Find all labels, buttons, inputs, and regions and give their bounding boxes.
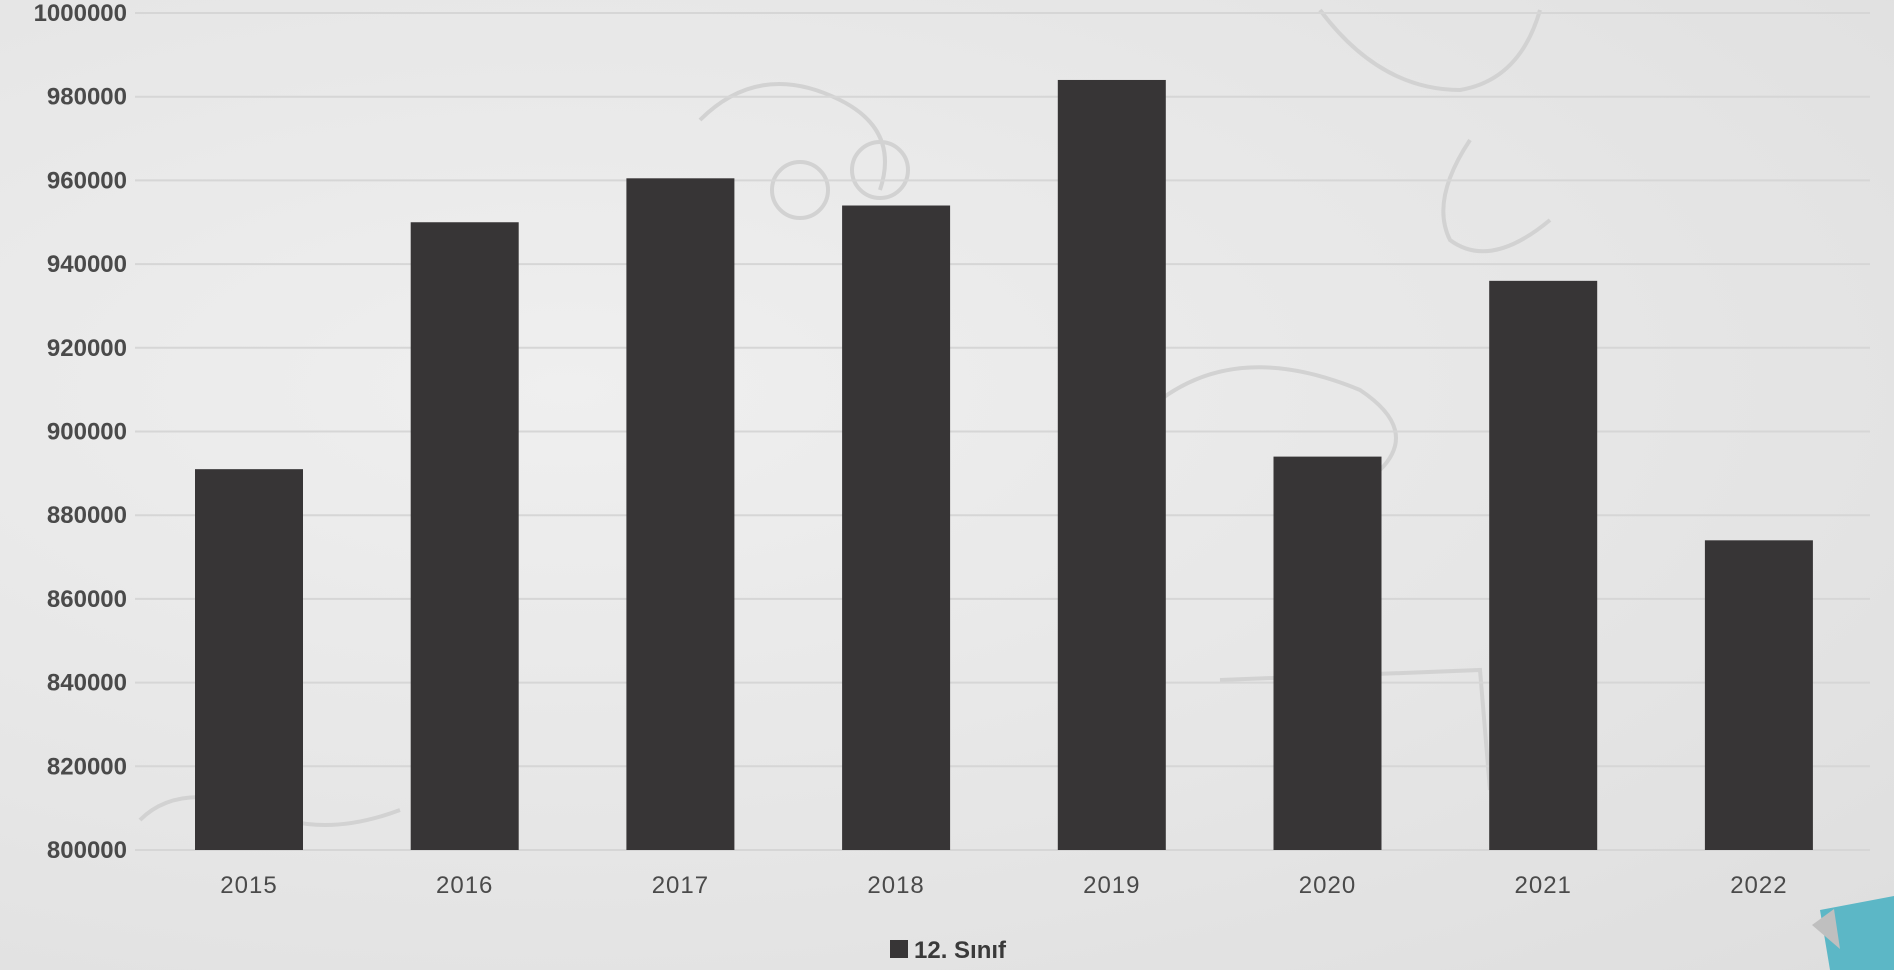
- gridlines: [135, 12, 1870, 851]
- bar-2022: [1704, 540, 1813, 850]
- background-decoration: [138, 8, 1552, 827]
- x-category-label: 2021: [1515, 872, 1572, 899]
- y-tick-label: 940000: [47, 251, 127, 278]
- y-axis-tick-labels: 800000 820000 840000 860000 880000 900000 9200…: [34, 0, 127, 864]
- bar-2021: [1489, 280, 1598, 851]
- y-tick-label: 820000: [47, 753, 127, 780]
- bar-2016: [410, 222, 519, 850]
- y-tick-label: 860000: [47, 586, 127, 613]
- x-category-label: 2022: [1730, 872, 1787, 899]
- y-tick-label: 840000: [47, 670, 127, 697]
- x-axis-category-labels: 2015 2016 2017 2018 2019 2020 2021 2022: [220, 872, 1787, 899]
- bar-2015: [195, 469, 303, 850]
- bar-2020: [1273, 456, 1382, 850]
- x-category-label: 2017: [652, 872, 709, 899]
- x-category-label: 2019: [1083, 872, 1140, 899]
- bar-2017: [626, 178, 735, 850]
- y-tick-label: 960000: [47, 167, 127, 194]
- y-tick-label: 1000000: [34, 0, 127, 27]
- x-category-label: 2020: [1299, 872, 1356, 899]
- y-tick-label: 900000: [47, 419, 127, 446]
- legend-swatch: [890, 940, 908, 958]
- x-category-label: 2015: [220, 872, 277, 899]
- bar-2019: [1057, 79, 1166, 850]
- y-tick-label: 920000: [47, 335, 127, 362]
- bar-2018: [842, 205, 951, 850]
- legend-label: 12. Sınıf: [914, 937, 1007, 964]
- bars: [195, 79, 1813, 851]
- x-category-label: 2016: [436, 872, 493, 899]
- y-tick-label: 800000: [47, 837, 127, 864]
- y-tick-label: 980000: [47, 84, 127, 111]
- x-category-label: 2018: [867, 872, 924, 899]
- corner-pencil-icon: [1812, 896, 1894, 970]
- legend: 12. Sınıf: [890, 937, 1007, 964]
- y-tick-label: 880000: [47, 502, 127, 529]
